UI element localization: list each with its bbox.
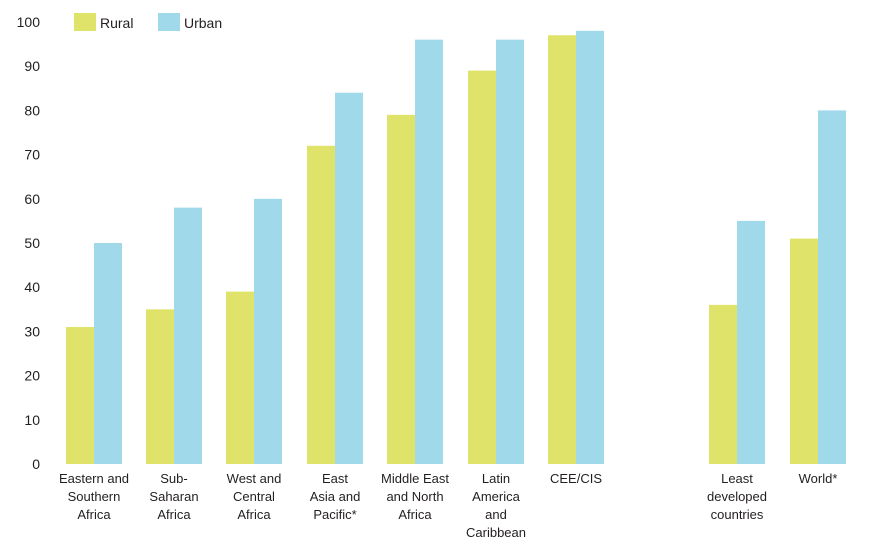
x-axis: Eastern and Southern Africa Sub- Saharan Afri… [59,471,837,540]
bar-urban [335,92,363,464]
bar-rural [226,291,254,464]
x-category-label-line: and [485,507,507,522]
y-tick-label: 80 [24,102,40,118]
legend-label-rural: Rural [100,15,133,31]
bar-rural [146,309,174,464]
x-category-label-line: Middle East [381,471,449,486]
y-tick-label: 40 [24,279,40,295]
x-category-label-line: East [322,471,348,486]
x-category-label: World* [799,471,838,486]
bars [66,30,846,465]
x-category-label: Least developed countries [707,471,767,522]
x-category-label-line: Africa [157,507,191,522]
y-tick-label: 50 [24,235,40,251]
x-category-label: CEE/CIS [550,471,602,486]
bar-urban [818,110,846,465]
x-category-label-line: developed [707,489,767,504]
x-category-label-line: Central [233,489,275,504]
x-category-label-line: Saharan [149,489,198,504]
y-tick-label: 0 [32,456,40,472]
bar-rural [307,145,335,464]
y-tick-label: 100 [17,14,41,30]
legend-label-urban: Urban [184,15,222,31]
x-category-label: Middle East and North Africa [381,471,449,522]
x-category-label-line: Caribbean [466,525,526,540]
x-category-label-line: Africa [77,507,111,522]
bar-urban [576,30,604,465]
bar-urban [737,220,765,464]
x-category-label-line: World* [799,471,838,486]
bar-urban [94,243,122,464]
x-category-label-line: West and [227,471,282,486]
y-tick-label: 10 [24,412,40,428]
bar-urban [254,198,282,465]
x-category-label-line: Africa [398,507,432,522]
x-category-label-line: and North [386,489,443,504]
x-category-label: West and Central Africa [227,471,282,522]
y-axis: 0 10 20 30 40 50 60 70 80 90 100 [17,14,41,472]
bar-urban [496,39,524,465]
bar-urban [174,207,202,464]
legend: Rural Urban [74,13,222,31]
bar-urban [415,39,443,465]
x-category-label-line: America [472,489,520,504]
y-tick-label: 60 [24,191,40,207]
x-category-label-line: Africa [237,507,271,522]
bar-rural [790,238,818,464]
legend-swatch-rural [74,13,96,31]
bar-rural [709,304,737,464]
y-tick-label: 30 [24,323,40,339]
x-category-label-line: Latin [482,471,510,486]
x-category-label: Latin America and Caribbean [466,471,526,540]
bar-rural [387,114,415,464]
x-category-label-line: countries [711,507,764,522]
x-category-label-line: Sub- [160,471,187,486]
y-tick-label: 90 [24,58,40,74]
x-category-label: Sub- Saharan Africa [149,471,198,522]
bar-rural [548,35,576,464]
x-category-label-line: Least [721,471,753,486]
bar-rural [66,326,94,464]
y-tick-label: 20 [24,368,40,384]
x-category-label: East Asia and Pacific* [310,471,361,522]
x-category-label-line: Pacific* [313,507,356,522]
y-tick-label: 70 [24,147,40,163]
x-category-label-line: CEE/CIS [550,471,602,486]
x-category-label-line: Southern [68,489,121,504]
x-category-label-line: Asia and [310,489,361,504]
x-category-label-line: Eastern and [59,471,129,486]
x-category-label: Eastern and Southern Africa [59,471,129,522]
bar-rural [468,70,496,465]
legend-swatch-urban [158,13,180,31]
